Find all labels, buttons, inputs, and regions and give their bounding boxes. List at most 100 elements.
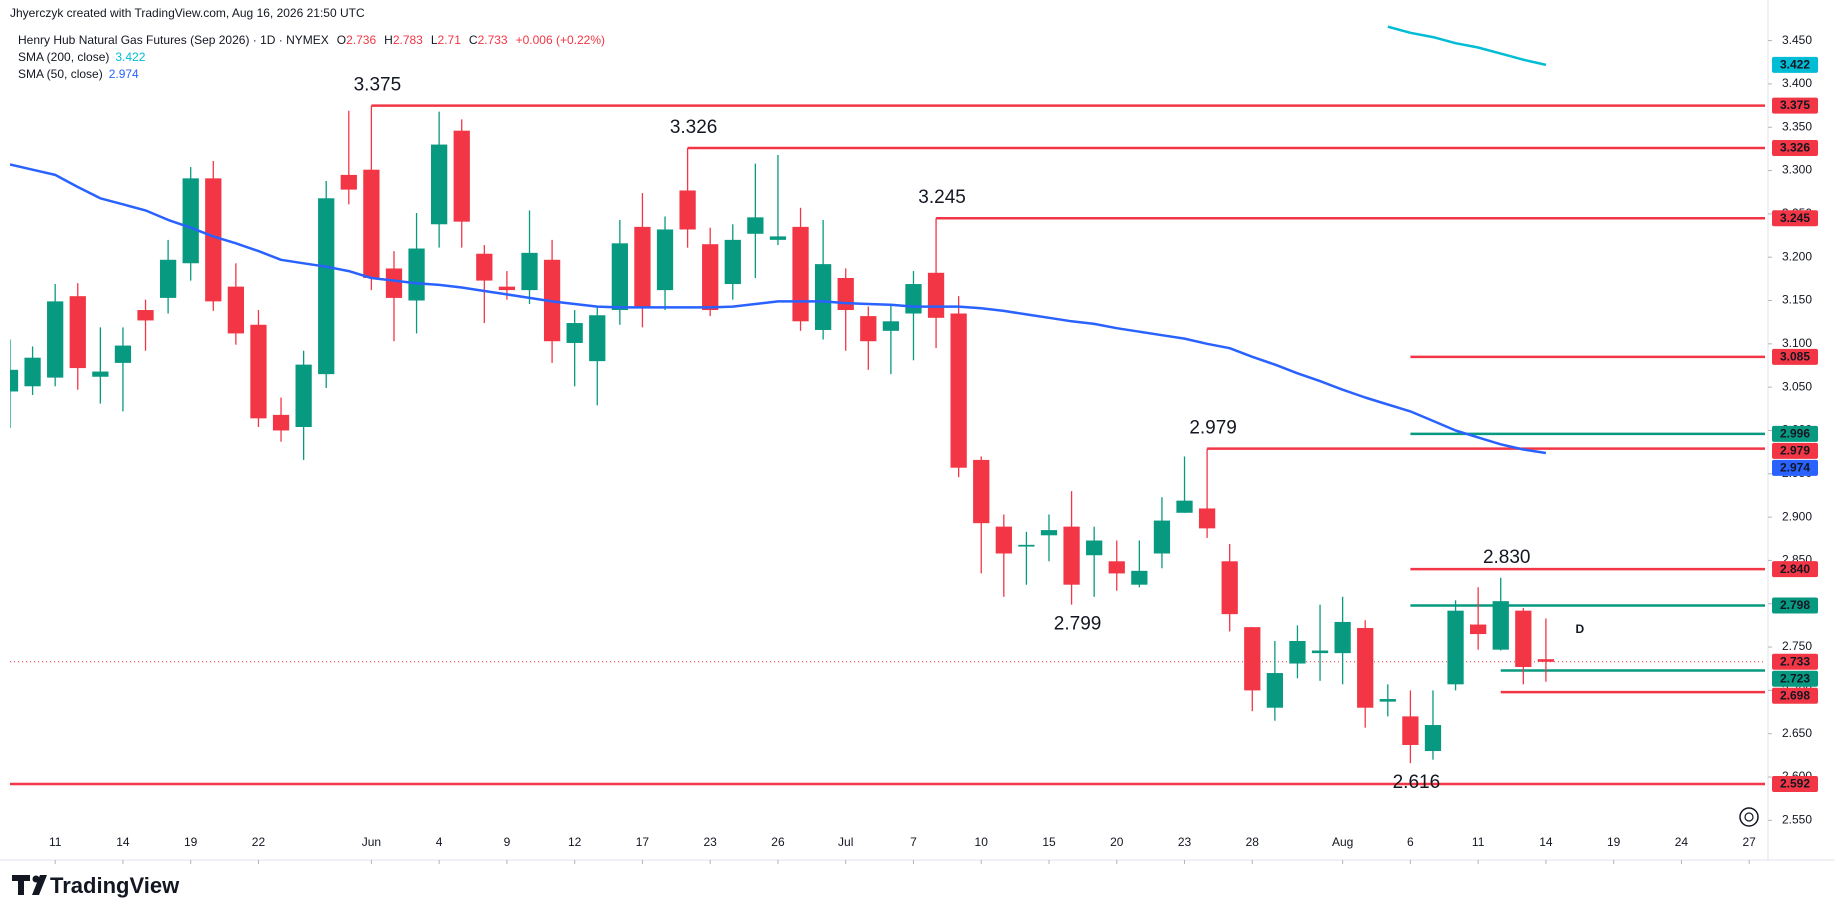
candle-body	[24, 357, 41, 387]
price-annotation: 2.979	[1189, 418, 1237, 439]
sma-line	[10, 163, 1547, 455]
candle-body	[702, 244, 719, 311]
candle-body	[814, 264, 832, 330]
price-axis-label: 2.996	[1780, 427, 1810, 441]
x-tick-label: 6	[1407, 835, 1414, 849]
x-tick-label: 12	[568, 835, 582, 849]
candle-body	[453, 130, 470, 222]
candle-body	[476, 253, 493, 281]
candle-body	[656, 229, 674, 291]
candle-body	[295, 364, 312, 428]
price-axis-box	[1772, 653, 1818, 670]
candle-body	[1040, 530, 1058, 536]
price-axis-label: 2.974	[1780, 461, 1810, 475]
candle-body	[1221, 561, 1238, 615]
brand-name: TradingView	[50, 873, 180, 898]
candle-body	[498, 286, 516, 291]
price-axis-box	[1772, 561, 1818, 578]
x-tick-label: 7	[910, 835, 917, 849]
x-tick-label: 19	[184, 835, 198, 849]
price-axis-label: 3.375	[1780, 98, 1810, 112]
x-tick-label: 19	[1607, 835, 1621, 849]
ohlc-key: C	[469, 33, 478, 47]
price-axis-box	[1772, 425, 1818, 442]
x-tick-label: 20	[1110, 835, 1124, 849]
x-tick-label: 14	[1539, 835, 1553, 849]
x-tick-label: 22	[252, 835, 266, 849]
price-annotation: 2.616	[1393, 772, 1441, 793]
candle-body	[1131, 570, 1148, 585]
candle-body	[1063, 526, 1080, 585]
x-tick-label: 23	[704, 835, 718, 849]
candle-body	[340, 174, 357, 190]
candle-body	[973, 459, 990, 524]
ohlc-key: H	[384, 33, 393, 47]
price-axis-label: 2.798	[1780, 598, 1810, 612]
price-axis-box	[1772, 687, 1818, 704]
candle-body	[250, 324, 267, 419]
price-axis-box	[1772, 459, 1818, 476]
ohlc-key: L	[431, 33, 438, 47]
x-tick-label: Jul	[838, 835, 853, 849]
legend-entry: SMA (200, close) 3.422	[18, 50, 146, 64]
price-axis-label: 2.723	[1780, 671, 1810, 685]
reset-icon[interactable]	[1739, 807, 1759, 827]
candle-body	[1153, 520, 1171, 554]
candle-body	[114, 345, 132, 363]
candle-body	[1424, 725, 1442, 752]
y-tick-label: 2.650	[1782, 726, 1812, 740]
candle-body	[385, 268, 403, 298]
y-tick-label: 3.400	[1782, 76, 1812, 90]
y-tick-label: 3.300	[1782, 163, 1812, 177]
price-axis-label: 2.592	[1780, 777, 1810, 791]
x-tick-label: 10	[975, 835, 989, 849]
price-axis-box	[1772, 442, 1818, 459]
legend-name: SMA (50, close)	[18, 67, 103, 81]
candle-body	[1334, 621, 1351, 654]
ohlc-value: 2.783	[393, 33, 423, 47]
candle-body	[837, 277, 854, 311]
candle-body	[92, 371, 109, 377]
plot-area	[10, 25, 1765, 786]
candle-body	[1311, 650, 1329, 654]
candle-body	[634, 226, 651, 308]
price-axis-label: 3.085	[1780, 349, 1810, 363]
candle-body	[724, 239, 741, 285]
reset-inner[interactable]	[1744, 812, 1754, 822]
change: +0.006 (+0.22%)	[516, 33, 605, 47]
candle-body	[611, 243, 628, 311]
y-tick-label: 3.450	[1782, 33, 1812, 47]
y-tick-label: 2.900	[1782, 509, 1812, 523]
candle-body	[747, 217, 764, 234]
candle-body	[137, 310, 154, 321]
price-annotation: 2.830	[1483, 547, 1531, 568]
candle-body	[1266, 673, 1283, 708]
y-tick-label: 2.750	[1782, 639, 1812, 653]
x-tick-label: 27	[1743, 835, 1757, 849]
candle-body	[363, 169, 380, 278]
candle-body	[47, 301, 64, 378]
x-tick-label: 11	[1472, 835, 1485, 849]
candle-body	[566, 323, 583, 343]
x-tick-label: Aug	[1332, 835, 1353, 849]
candle-body	[521, 252, 538, 291]
candle-body	[1176, 500, 1193, 513]
candle-body	[10, 369, 19, 392]
brand-logo: TradingView	[12, 873, 180, 898]
candle-body	[1244, 627, 1261, 691]
x-tick-label: 15	[1042, 835, 1056, 849]
x-tick-label: Jun	[362, 835, 381, 849]
logo-slash	[32, 875, 47, 895]
candle-body	[1515, 610, 1532, 667]
candle-body	[860, 316, 877, 342]
price-axis-box	[1772, 670, 1818, 687]
price-axis-label: 2.979	[1780, 444, 1810, 458]
candle-body	[1379, 699, 1396, 702]
candle-body	[769, 236, 787, 240]
reset-circle[interactable]	[1739, 807, 1759, 827]
x-tick-label: 9	[504, 835, 511, 849]
candle-body	[1198, 508, 1216, 529]
candle-body	[1492, 601, 1509, 650]
